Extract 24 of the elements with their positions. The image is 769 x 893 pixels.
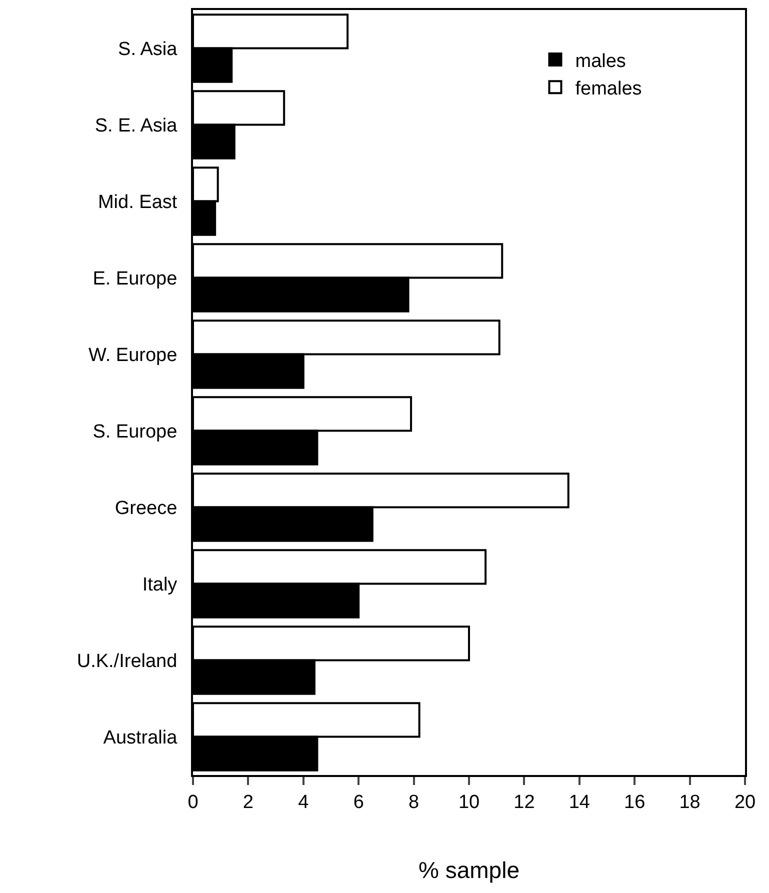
x-tick-label: 18 xyxy=(679,792,700,813)
y-tick-label: Greece xyxy=(114,498,178,519)
x-tick-label: 2 xyxy=(242,792,254,813)
legend-label: males xyxy=(575,50,626,72)
x-tick-label: 8 xyxy=(408,792,420,813)
y-tick-label: Mid. East xyxy=(98,192,178,213)
legend-label: females xyxy=(575,78,642,100)
x-tick-label: 14 xyxy=(568,792,590,813)
x-tick-label: 10 xyxy=(458,792,480,813)
x-axis-title: % sample xyxy=(418,856,520,883)
y-tick-label: S. Europe xyxy=(92,421,178,442)
y-tick-label: U.K./Ireland xyxy=(76,650,178,672)
y-tick-label: S. Asia xyxy=(118,38,178,60)
x-tick-label: 6 xyxy=(353,792,364,813)
y-tick-label: E. Europe xyxy=(92,268,178,290)
y-tick-label: W. Europe xyxy=(88,344,178,366)
y-tick-label: S. E. Asia xyxy=(94,115,178,136)
x-tick-label: 4 xyxy=(298,792,310,813)
x-tick-label: 12 xyxy=(514,792,535,813)
x-tick-label: 0 xyxy=(188,792,198,813)
x-tick-label: 20 xyxy=(734,792,756,813)
y-tick-label: Italy xyxy=(142,574,178,596)
x-tick-label: 16 xyxy=(624,792,646,813)
y-tick-label: Australia xyxy=(103,727,178,748)
